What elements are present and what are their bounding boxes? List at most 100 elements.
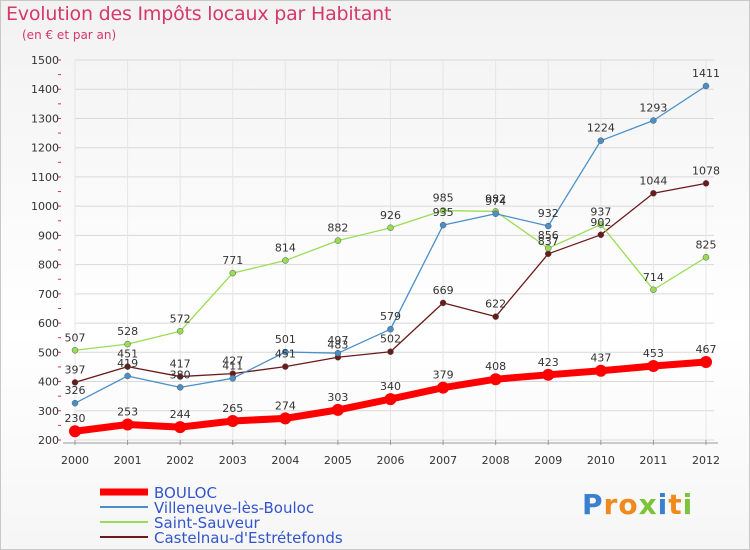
legend-label: Villeneuve-lès-Bouloc [154,499,314,517]
data-point [439,299,447,307]
data-label: 935 [433,206,454,219]
y-tick-label: 500 [38,346,59,359]
data-label: 1224 [587,122,615,135]
y-tick-label: 1300 [31,112,59,125]
x-tick-label: 2005 [324,454,352,467]
x-tick-label: 2001 [114,454,142,467]
data-label: 265 [222,402,243,415]
data-point [702,180,710,187]
data-label: 419 [117,357,138,370]
data-label: 326 [65,384,86,397]
y-tick-label: 1000 [31,200,59,213]
data-point [384,393,397,406]
data-label: 926 [380,209,401,222]
data-label: 380 [170,368,191,381]
data-label: 417 [170,358,191,371]
data-point [334,237,342,244]
data-point [176,328,184,335]
data-point [71,347,79,354]
data-point [439,221,447,229]
data-label: 985 [433,192,454,205]
data-label: 974 [485,195,506,208]
data-point [439,207,447,214]
data-point [71,399,79,407]
data-point [334,349,342,357]
data-point [594,364,607,377]
y-tick-label: 900 [38,229,59,242]
logo-letter: i [657,488,669,521]
data-point [387,348,394,355]
data-point [437,381,450,394]
data-label: 451 [275,348,296,361]
logo-letter: P [582,488,604,521]
data-point [282,257,289,264]
data-point [226,415,239,427]
legend-label: Saint-Sauveur [154,514,261,532]
data-point [229,375,236,382]
logo-letter: i [682,488,694,521]
data-point [489,373,502,386]
data-label: 230 [65,412,86,425]
logo-letter: r [603,488,619,521]
data-label: 423 [538,356,559,369]
data-label: 982 [485,192,506,205]
data-label: 669 [433,284,454,297]
data-point [71,379,79,386]
logo-letter: t [668,488,683,521]
y-tick-label: 1100 [31,171,59,184]
y-tick-label: 1200 [31,142,59,155]
data-label: 937 [590,206,611,219]
data-point [700,355,712,368]
data-point [492,313,499,320]
data-label: 825 [696,238,717,251]
data-point [702,82,710,90]
data-label: 411 [222,359,243,372]
data-label: 303 [327,391,348,404]
data-point [124,340,131,348]
data-label: 244 [170,408,191,421]
data-label: 1044 [639,174,667,187]
x-tick-label: 2008 [482,454,510,467]
data-label: 902 [590,216,611,229]
data-point [545,244,552,252]
y-tick-label: 1500 [31,54,59,67]
data-label: 579 [380,310,401,323]
data-label: 437 [590,352,611,365]
data-label: 497 [327,334,348,347]
data-point [176,373,184,380]
data-point [597,137,605,144]
legend: BOULOCVilleneuve-lès-BoulocSaint-Sauveur… [100,484,343,547]
chart-subtitle: (en € et par an) [22,28,117,42]
data-label: 572 [170,312,191,325]
data-label: 451 [117,348,138,361]
plot-area: 230 253 244 265 274 303 340 379 408 423 437 453 467 3… [65,67,720,438]
logo-letter: x [638,488,658,521]
data-point [279,412,292,425]
data-label: 1411 [692,67,720,80]
legend-label: Castelnau-d'Estrétefonds [154,529,343,547]
data-point [176,384,184,391]
y-axis: 200 300 400 500 600 700 800 900 1000 1100 1200 1300… [31,54,61,447]
data-point [545,222,552,230]
data-point [124,372,131,380]
x-tick-label: 2003 [219,454,247,467]
data-label: 528 [117,325,138,338]
data-point [647,360,660,373]
data-point [492,210,499,218]
data-point [545,250,552,258]
data-point [331,403,344,416]
data-label: 467 [696,343,717,356]
data-label: 771 [222,254,243,267]
data-label: 253 [117,406,138,419]
data-label: 622 [485,298,506,311]
data-label: 507 [65,331,86,344]
logo-letter: o [618,488,639,521]
y-tick-label: 600 [38,317,59,330]
data-point [387,325,394,333]
data-label: 837 [538,235,559,248]
data-label: 1293 [639,102,667,115]
x-tick-label: 2012 [692,454,720,467]
x-tick-label: 2009 [534,454,562,467]
